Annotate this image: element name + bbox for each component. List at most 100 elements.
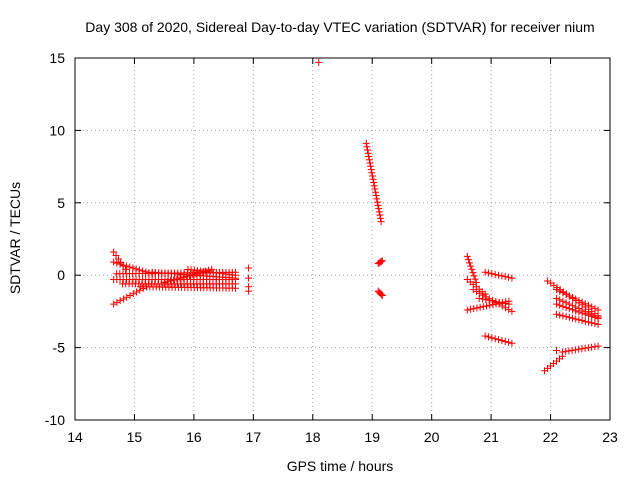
data-point <box>469 269 477 277</box>
data-point <box>556 311 564 319</box>
data-point <box>585 309 593 317</box>
data-point <box>378 257 386 265</box>
x-tick-label: 15 <box>127 429 143 445</box>
data-point <box>491 270 499 278</box>
data-point <box>186 271 194 279</box>
x-axis-label: GPS time / hours <box>287 458 394 474</box>
data-point <box>476 303 484 311</box>
data-point <box>473 304 481 312</box>
data-point <box>192 270 200 278</box>
data-point <box>505 300 513 308</box>
x-tick-label: 19 <box>364 429 380 445</box>
data-point <box>556 287 564 295</box>
data-point <box>562 347 570 355</box>
data-point <box>559 297 567 305</box>
data-point <box>463 306 471 314</box>
x-tick-label: 20 <box>424 429 440 445</box>
data-point <box>375 208 383 216</box>
data-point <box>377 218 385 226</box>
data-point <box>119 295 127 303</box>
data-point <box>374 201 382 209</box>
data-point <box>581 300 589 308</box>
data-point <box>122 265 130 273</box>
data-point <box>495 336 503 344</box>
x-tick-label: 16 <box>186 429 202 445</box>
data-point <box>485 296 493 304</box>
data-point <box>366 159 374 167</box>
data-point <box>508 307 516 315</box>
data-point <box>126 291 134 299</box>
data-point <box>572 315 580 323</box>
data-point <box>553 346 560 354</box>
data-point <box>463 252 471 260</box>
data-point <box>142 283 150 291</box>
data-point <box>575 316 583 324</box>
data-point <box>471 275 479 283</box>
x-tick-label: 23 <box>602 429 618 445</box>
data-point <box>565 313 573 321</box>
data-point <box>470 272 478 280</box>
data-point <box>488 334 496 342</box>
data-point <box>578 345 586 353</box>
data-point <box>508 339 516 347</box>
data-point <box>363 143 371 151</box>
data-point <box>116 260 124 268</box>
data-point <box>568 346 576 354</box>
data-point <box>232 284 239 292</box>
plot-frame <box>74 57 611 421</box>
data-point <box>378 291 386 299</box>
data-point <box>123 262 131 270</box>
data-point <box>591 320 599 328</box>
data-point <box>553 286 560 294</box>
data-point <box>370 182 378 190</box>
data-point <box>469 286 477 294</box>
data-point <box>376 211 384 219</box>
chart-title: Day 308 of 2020, Sidereal Day-to-day VTE… <box>85 19 594 35</box>
data-point <box>501 273 509 281</box>
data-point <box>464 256 472 264</box>
data-point <box>492 298 500 306</box>
data-point <box>505 338 513 346</box>
data-point <box>562 290 570 298</box>
data-point <box>553 294 560 302</box>
y-tick-label: 10 <box>49 122 65 138</box>
data-point <box>466 259 474 267</box>
data-point <box>372 192 380 200</box>
data-point <box>364 146 372 154</box>
data-point <box>362 139 370 147</box>
data-point <box>245 287 253 295</box>
data-point <box>133 288 141 296</box>
data-point <box>373 198 381 206</box>
data-point <box>136 286 144 294</box>
data-point <box>585 318 593 326</box>
data-point <box>491 335 499 343</box>
data-point <box>371 185 379 193</box>
data-point <box>578 317 586 325</box>
data-point <box>232 271 239 279</box>
grid <box>75 58 610 420</box>
axis-ticks: 14 15 16 17 18 19 20 21 22 23 -10 -5 0 5 10 15 <box>45 50 618 445</box>
data-point <box>113 259 121 267</box>
data-point <box>575 305 583 313</box>
data-point <box>110 300 118 308</box>
data-point <box>505 273 513 281</box>
data-point <box>581 344 589 352</box>
data-point <box>369 175 377 183</box>
data-point <box>571 346 579 354</box>
data-point <box>110 258 118 266</box>
y-tick-label: 5 <box>57 195 65 211</box>
data-point <box>364 149 372 157</box>
data-point <box>508 274 516 282</box>
data-point <box>245 264 253 272</box>
data-point <box>559 289 567 297</box>
data-point <box>367 165 375 173</box>
data-point <box>470 305 478 313</box>
data-point <box>167 277 175 285</box>
x-tick-label: 22 <box>543 429 559 445</box>
data-point <box>581 317 589 325</box>
data-point <box>472 287 480 295</box>
x-tick-label: 17 <box>246 429 262 445</box>
data-point <box>368 172 376 180</box>
x-tick-label: 14 <box>67 429 83 445</box>
